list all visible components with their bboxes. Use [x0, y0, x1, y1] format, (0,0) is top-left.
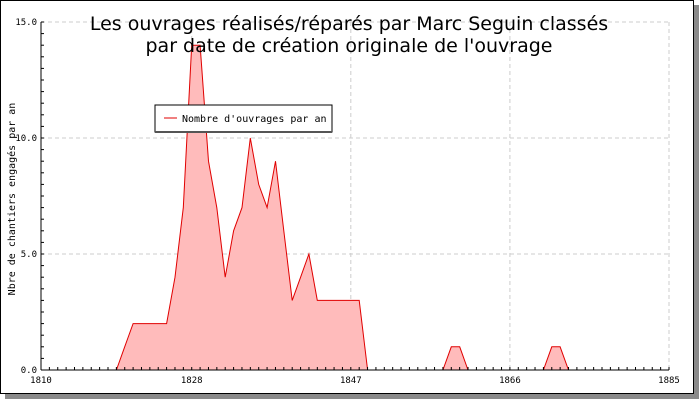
y-tick-label: 0.0 [21, 366, 37, 376]
y-tick-label: 15.0 [15, 18, 37, 28]
chart-frame: 1810 1828 1847 1866 1885 0.0 5.0 10.0 15.0 Les o… [0, 0, 694, 394]
legend-label: Nombre d'ouvrages par an [182, 114, 327, 125]
x-tick-label: 1885 [658, 376, 680, 386]
x-tick-label: 1866 [499, 376, 521, 386]
y-tick-label: 5.0 [21, 250, 37, 260]
y-tick-label: 10.0 [15, 134, 37, 144]
legend-box [154, 104, 333, 133]
y-axis-label: Nbre de chantiers engagés par an [6, 103, 18, 296]
series-line [115, 44, 569, 371]
series-area [116, 45, 569, 370]
x-tick-label: 1847 [340, 376, 362, 386]
series-layer [115, 44, 569, 371]
legend: Nombre d'ouvrages par an [154, 104, 333, 133]
area-chart: 1810 1828 1847 1866 1885 0.0 5.0 10.0 15.0 Les o… [6, 13, 680, 386]
chart-title-line-2: par date de création originale de l'ouvr… [146, 35, 553, 57]
axes: 1810 1828 1847 1866 1885 0.0 5.0 10.0 15.0 [15, 18, 680, 386]
chart-title-line-1: Les ouvrages réalisés/réparés par Marc S… [90, 13, 608, 35]
x-tick-label: 1828 [181, 376, 203, 386]
x-tick-label: 1810 [30, 376, 52, 386]
